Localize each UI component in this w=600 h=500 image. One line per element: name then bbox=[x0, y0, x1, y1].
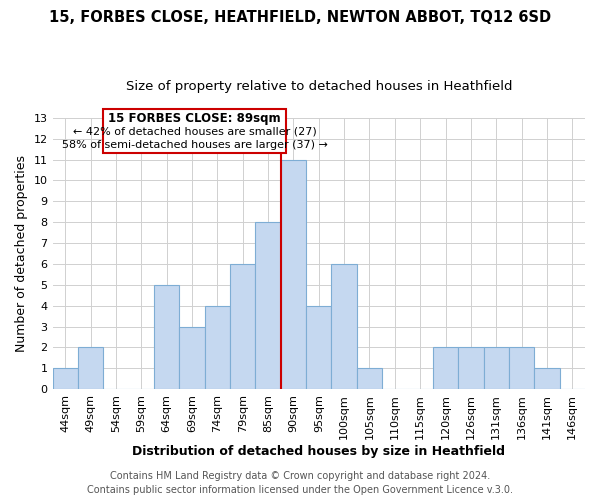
Bar bbox=[256, 222, 281, 389]
Bar bbox=[205, 306, 230, 389]
Bar bbox=[509, 348, 534, 389]
Y-axis label: Number of detached properties: Number of detached properties bbox=[15, 155, 28, 352]
Bar bbox=[331, 264, 357, 389]
Bar bbox=[179, 326, 205, 389]
Text: ← 42% of detached houses are smaller (27): ← 42% of detached houses are smaller (27… bbox=[73, 126, 316, 136]
Bar bbox=[281, 160, 306, 389]
Title: Size of property relative to detached houses in Heathfield: Size of property relative to detached ho… bbox=[125, 80, 512, 93]
Bar bbox=[230, 264, 256, 389]
Bar bbox=[433, 348, 458, 389]
FancyBboxPatch shape bbox=[103, 110, 286, 154]
Text: 58% of semi-detached houses are larger (37) →: 58% of semi-detached houses are larger (… bbox=[62, 140, 328, 149]
Bar bbox=[78, 348, 103, 389]
Text: Contains HM Land Registry data © Crown copyright and database right 2024.
Contai: Contains HM Land Registry data © Crown c… bbox=[87, 471, 513, 495]
Text: 15 FORBES CLOSE: 89sqm: 15 FORBES CLOSE: 89sqm bbox=[108, 112, 281, 124]
X-axis label: Distribution of detached houses by size in Heathfield: Distribution of detached houses by size … bbox=[132, 444, 505, 458]
Bar bbox=[357, 368, 382, 389]
Bar bbox=[154, 285, 179, 389]
Text: 15, FORBES CLOSE, HEATHFIELD, NEWTON ABBOT, TQ12 6SD: 15, FORBES CLOSE, HEATHFIELD, NEWTON ABB… bbox=[49, 10, 551, 25]
Bar bbox=[458, 348, 484, 389]
Bar bbox=[484, 348, 509, 389]
Bar bbox=[534, 368, 560, 389]
Bar bbox=[306, 306, 331, 389]
Bar bbox=[53, 368, 78, 389]
